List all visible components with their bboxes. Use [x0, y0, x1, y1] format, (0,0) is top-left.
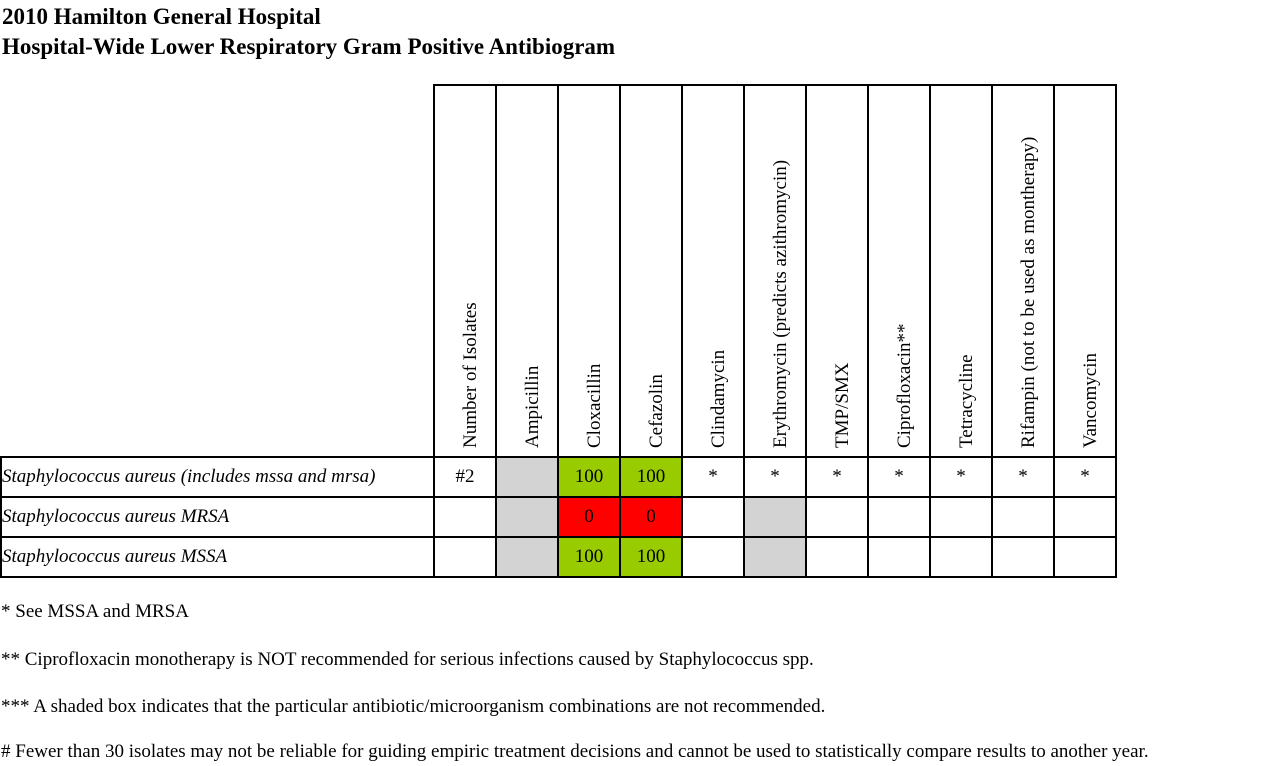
- document-subtitle: Hospital-Wide Lower Respiratory Gram Pos…: [2, 34, 616, 59]
- column-header-ampicillin: Ampicillin: [495, 84, 559, 458]
- column-header-isolates: Number of Isolates: [433, 84, 497, 458]
- susceptibility-cell: 100: [557, 536, 621, 578]
- susceptibility-cell: [681, 536, 745, 578]
- column-header-ciprofloxacin: Ciprofloxacin**: [867, 84, 931, 458]
- column-header-label: Ciprofloxacin**: [894, 323, 915, 448]
- susceptibility-cell: 100: [557, 456, 621, 498]
- column-header-erythromycin: Erythromycin (predicts azithromycin): [743, 84, 807, 458]
- susceptibility-cell: [929, 536, 993, 578]
- susceptibility-cell: [805, 496, 869, 538]
- susceptibility-cell: *: [805, 456, 869, 498]
- column-header-label: TMP/SMX: [832, 362, 853, 448]
- column-header-rifampin: Rifampin (not to be used as montherapy): [991, 84, 1055, 458]
- table-row: Staphylococcus aureus (includes mssa and…: [0, 456, 1117, 498]
- table-row: Staphylococcus aureus MSSA 100 100: [0, 536, 1117, 578]
- footnote-see-mssa-mrsa: * See MSSA and MRSA: [1, 601, 189, 622]
- organism-name: Staphylococcus aureus (includes mssa and…: [0, 456, 435, 498]
- table-row: Staphylococcus aureus MRSA 0 0: [0, 496, 1117, 538]
- susceptibility-cell: [495, 536, 559, 578]
- document-title: 2010 Hamilton General Hospital: [2, 4, 321, 29]
- footnote-ciprofloxacin: ** Ciprofloxacin monotherapy is NOT reco…: [1, 649, 814, 670]
- susceptibility-cell: 0: [557, 496, 621, 538]
- column-header-tmp-smx: TMP/SMX: [805, 84, 869, 458]
- susceptibility-cell: [743, 536, 807, 578]
- column-header-label: Tetracycline: [956, 354, 977, 448]
- susceptibility-cell: 100: [619, 536, 683, 578]
- susceptibility-cell: #2: [433, 456, 497, 498]
- susceptibility-cell: *: [991, 456, 1055, 498]
- organism-name: Staphylococcus aureus MRSA: [0, 496, 435, 538]
- antibiogram-table: Number of Isolates Ampicillin Cloxacilli…: [0, 84, 1117, 578]
- column-header-tetracycline: Tetracycline: [929, 84, 993, 458]
- column-header-label: Rifampin (not to be used as montherapy): [1018, 136, 1039, 448]
- column-header-label: Number of Isolates: [460, 302, 481, 448]
- susceptibility-cell: *: [929, 456, 993, 498]
- footnote-shaded-box: *** A shaded box indicates that the part…: [1, 696, 826, 717]
- susceptibility-cell: [1053, 536, 1117, 578]
- susceptibility-cell: [867, 536, 931, 578]
- susceptibility-cell: [681, 496, 745, 538]
- column-header-label: Cefazolin: [646, 374, 667, 448]
- susceptibility-cell: *: [743, 456, 807, 498]
- susceptibility-cell: *: [681, 456, 745, 498]
- column-header-label: Clindamycin: [708, 349, 729, 448]
- susceptibility-cell: [991, 536, 1055, 578]
- column-header-label: Vancomycin: [1080, 353, 1101, 448]
- susceptibility-cell: [743, 496, 807, 538]
- column-header-label: Ampicillin: [522, 365, 543, 448]
- column-header-cloxacillin: Cloxacillin: [557, 84, 621, 458]
- header-blank-corner: [1, 85, 434, 457]
- susceptibility-cell: [495, 496, 559, 538]
- column-header-label: Cloxacillin: [584, 363, 605, 448]
- susceptibility-cell: *: [867, 456, 931, 498]
- column-header-clindamycin: Clindamycin: [681, 84, 745, 458]
- column-header-vancomycin: Vancomycin: [1053, 84, 1117, 458]
- susceptibility-cell: [929, 496, 993, 538]
- susceptibility-cell: *: [1053, 456, 1117, 498]
- susceptibility-cell: [991, 496, 1055, 538]
- susceptibility-cell: [867, 496, 931, 538]
- column-header-label: Erythromycin (predicts azithromycin): [770, 159, 791, 448]
- susceptibility-cell: [433, 496, 497, 538]
- susceptibility-cell: [805, 536, 869, 578]
- header-row: Number of Isolates Ampicillin Cloxacilli…: [1, 84, 1117, 458]
- column-header-cefazolin: Cefazolin: [619, 84, 683, 458]
- organism-name: Staphylococcus aureus MSSA: [0, 536, 435, 578]
- susceptibility-cell: 100: [619, 456, 683, 498]
- susceptibility-cell: [433, 536, 497, 578]
- susceptibility-cell: [495, 456, 559, 498]
- susceptibility-cell: [1053, 496, 1117, 538]
- footnote-fewer-isolates: # Fewer than 30 isolates may not be reli…: [1, 741, 1149, 762]
- susceptibility-cell: 0: [619, 496, 683, 538]
